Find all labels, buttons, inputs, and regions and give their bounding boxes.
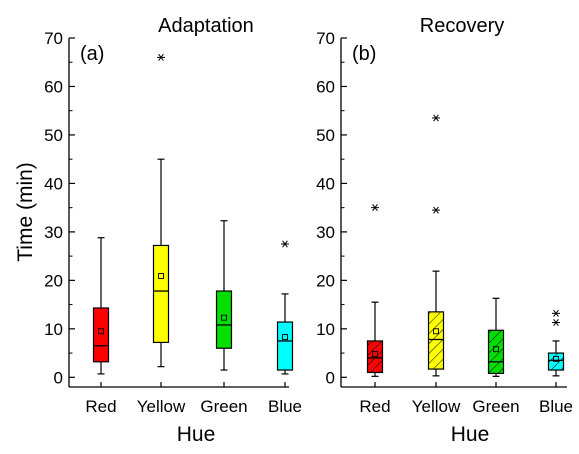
y-tick-label-b: 60 bbox=[316, 77, 335, 96]
outlier-marker bbox=[432, 206, 440, 214]
y-tick-label-a: 40 bbox=[44, 174, 63, 193]
box-body bbox=[152, 244, 170, 344]
x-tick-label-b: Blue bbox=[539, 397, 573, 416]
mean-marker bbox=[98, 328, 104, 335]
mean-marker bbox=[221, 314, 227, 321]
box-hatch bbox=[428, 311, 444, 370]
panel-recovery: Recovery Hue (b) 0 10 20 30 40 50 60 70 Red Yello… bbox=[316, 15, 573, 446]
outlier-marker bbox=[552, 309, 560, 317]
panel-b-label: (b) bbox=[352, 43, 376, 65]
y-tick-label-b: 20 bbox=[316, 271, 335, 290]
outlier-stroke bbox=[433, 206, 439, 214]
y-tick-label-a: 20 bbox=[44, 271, 63, 290]
mean-marker bbox=[372, 351, 378, 357]
outlier-stroke bbox=[282, 240, 288, 248]
box-a-green bbox=[215, 220, 233, 371]
y-axis-label: Time (min) bbox=[14, 162, 37, 262]
y-tick-label-a: 0 bbox=[54, 368, 63, 387]
panel-a-xlabel: Hue bbox=[177, 423, 216, 446]
mean-marker bbox=[493, 346, 499, 353]
panel-adaptation: Adaptation Hue (a) 0 10 20 30 40 50 60 70 Red Yel… bbox=[44, 15, 302, 446]
panel-a-plot: 0 10 20 30 40 50 60 70 Red Yellow Green Blue bbox=[44, 29, 302, 416]
mean-marker bbox=[553, 355, 559, 362]
y-tick-label-b: 50 bbox=[316, 126, 335, 145]
panel-b-xlabel: Hue bbox=[451, 423, 490, 446]
x-tick-label-a: Yellow bbox=[137, 397, 186, 416]
outlier-stroke bbox=[553, 309, 559, 317]
box-body bbox=[276, 321, 294, 371]
y-tick-label-a: 70 bbox=[44, 29, 63, 48]
y-tick-label-a: 30 bbox=[44, 223, 63, 242]
x-tick-label-b: Green bbox=[472, 397, 519, 416]
outlier-marker bbox=[281, 240, 289, 248]
box-a-yellow bbox=[152, 53, 170, 368]
outlier-stroke bbox=[372, 204, 378, 212]
outlier-stroke bbox=[158, 53, 164, 61]
x-tick-label-a: Blue bbox=[268, 397, 302, 416]
outlier-marker bbox=[552, 319, 560, 327]
mean-marker bbox=[282, 334, 288, 341]
box-a-red bbox=[92, 237, 110, 375]
y-tick-label-b: 40 bbox=[316, 174, 335, 193]
outlier-marker bbox=[371, 204, 379, 212]
y-tick-label-a: 60 bbox=[44, 77, 63, 96]
box-b-red bbox=[366, 204, 384, 377]
box-a-blue bbox=[276, 240, 294, 375]
outlier-marker bbox=[157, 53, 165, 61]
panel-a-title: Adaptation bbox=[158, 15, 254, 37]
y-tick-label-b: 0 bbox=[326, 368, 335, 387]
x-tick-label-a: Green bbox=[200, 397, 247, 416]
outlier-marker bbox=[432, 114, 440, 122]
x-tick-label-a: Red bbox=[85, 397, 116, 416]
box-b-green bbox=[487, 297, 505, 377]
y-tick-label-a: 50 bbox=[44, 126, 63, 145]
y-tick-label-b: 70 bbox=[316, 29, 335, 48]
outlier-stroke bbox=[553, 319, 559, 327]
mean-marker bbox=[158, 273, 164, 279]
panel-b-title: Recovery bbox=[420, 15, 504, 37]
y-tick-label-b: 10 bbox=[316, 320, 335, 339]
y-tick-label-a: 10 bbox=[44, 320, 63, 339]
box-body bbox=[215, 290, 233, 349]
panel-a-label: (a) bbox=[80, 43, 104, 65]
x-tick-label-b: Red bbox=[359, 397, 390, 416]
outlier-stroke bbox=[433, 114, 439, 122]
y-tick-label-b: 30 bbox=[316, 223, 335, 242]
box-b-yellow bbox=[427, 114, 445, 377]
x-tick-label-b: Yellow bbox=[412, 397, 461, 416]
box-b-blue bbox=[547, 309, 565, 377]
mean-marker bbox=[433, 328, 439, 335]
box-body bbox=[92, 307, 110, 363]
panel-b-plot: 0 10 20 30 40 50 60 70 Red Yellow Green Blue bbox=[316, 29, 573, 416]
